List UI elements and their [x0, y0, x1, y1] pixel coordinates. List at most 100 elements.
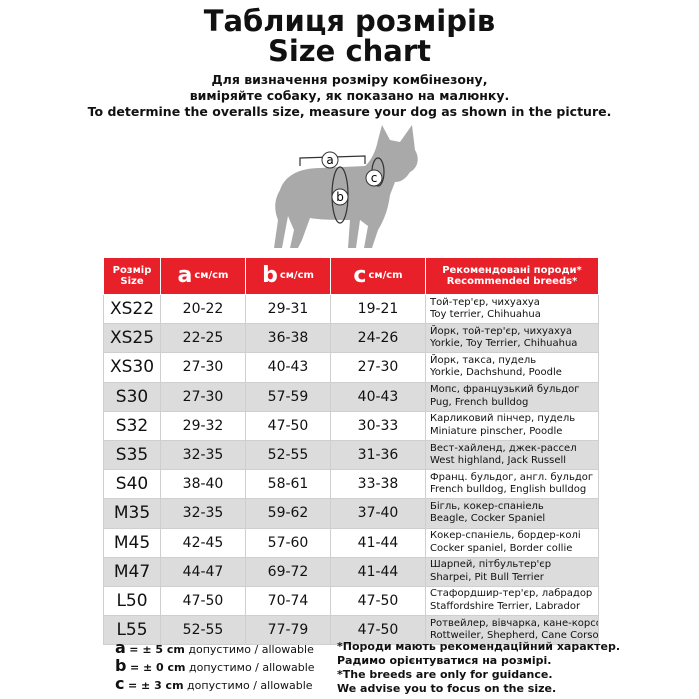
header-text: Size	[120, 276, 144, 287]
breed-text: Йорк, такса, пудель	[430, 354, 537, 366]
dog-diagram: a b c	[274, 125, 418, 248]
breed-text: Шарпей, пітбультер'єр	[430, 559, 552, 571]
size-cell: S32	[103, 410, 161, 441]
measure-cell: 52-55	[160, 615, 246, 646]
subtitle: To determine the overalls size, measure …	[87, 104, 612, 119]
measure-cell: 42-45	[160, 527, 246, 558]
subtitle: Для визначення розміру комбінезону,	[211, 72, 488, 87]
measure-cell: 57-60	[245, 527, 331, 558]
tolerance-note: допустимо / allowable	[187, 679, 313, 692]
size-table: Розмір Size a см/cm b см/cm c см/cm Рекомендован…	[103, 257, 599, 646]
tolerance-note: допустимо / allowable	[188, 643, 314, 656]
title: Таблиця розмірів	[203, 4, 496, 38]
column-header: c см/cm	[330, 257, 426, 295]
measure-cell: 47-50	[330, 615, 426, 646]
table-row: M35 32-35 59-62 37-40 Бігль, кокер-спаніель B…	[103, 498, 599, 529]
measure-cell: 77-79	[245, 615, 331, 646]
size-cell: XS25	[103, 323, 161, 354]
label-circle	[365, 169, 383, 187]
measure-cell: 22-25	[160, 323, 246, 354]
subtitle: виміряйте собаку, як показано на малюнку…	[189, 88, 510, 103]
table-row: S30 27-30 57-59 40-43 Мопс, французький буль…	[103, 381, 599, 412]
table-row: XS25 22-25 36-38 24-26 Йорк, той-тер'єр, чих…	[103, 323, 599, 354]
breeds-cell: Мопс, французький бульдог Pug, French bul…	[425, 381, 599, 412]
tolerance-range: = ± 5 cm	[129, 643, 185, 656]
footnote: Радимо орієнтуватися на розмірі.	[337, 654, 552, 667]
measure-cell: 44-47	[160, 556, 246, 587]
breed-text: Мопс, французький бульдог	[430, 384, 580, 396]
header-row: Розмір Size a см/cm b см/cm c см/cm Рекомендован…	[103, 257, 599, 295]
diagram-label: a	[326, 153, 333, 167]
size-cell: S35	[103, 439, 161, 471]
measure-cell: 29-31	[245, 293, 331, 325]
breeds-cell: Йорк, той-тер'єр, чихуахуа Yorkie, Toy Te…	[425, 323, 599, 354]
column-header: Рекомендовані породи* Recommended breeds*	[425, 257, 599, 295]
breed-text: Вест-хайленд, джек-рассел	[430, 442, 577, 454]
table-row: S40 38-40 58-61 33-38 Франц. бульдог, англ. …	[103, 469, 599, 500]
header-text: Розмір	[112, 265, 152, 276]
header-letter: a	[177, 263, 193, 289]
breeds-cell: Вест-хайленд, джек-рассел West highland, …	[425, 439, 599, 471]
header-text: Recommended breeds*	[446, 276, 578, 287]
footnote: *The breeds are only for guidance.	[337, 668, 553, 681]
title: Size chart	[267, 34, 432, 68]
table-row: L55 52-55 77-79 47-50 Ротвейлер, вівчарка, к…	[103, 615, 599, 646]
measure-cell: 36-38	[245, 323, 331, 354]
header-letter: c	[353, 263, 367, 289]
breed-text: Beagle, Cocker Spaniel	[430, 513, 546, 525]
diagram-label: c	[371, 171, 378, 185]
size-cell: L55	[103, 615, 161, 646]
breed-text: Бігль, кокер-спаніель	[430, 500, 544, 512]
tolerance-line: c = ± 3 cm допустимо / allowable	[115, 674, 313, 693]
measure-cell: 24-26	[330, 323, 426, 354]
breed-text: Ротвейлер, вівчарка, кане-корсо	[430, 617, 599, 629]
dog-silhouette	[274, 125, 418, 248]
table-row: L50 47-50 70-74 47-50 Стафордшир-тер'єр, лаб…	[103, 585, 599, 617]
measure-cell: 33-38	[330, 469, 426, 500]
measure-cell: 32-35	[160, 439, 246, 471]
breed-text: Rottweiler, Shepherd, Cane Corso	[430, 630, 599, 642]
table-row: XS30 27-30 40-43 27-30 Йорк, такса, пудель Yo…	[103, 352, 599, 383]
breeds-cell: Франц. бульдог, англ. бульдог French bull…	[425, 469, 599, 500]
breed-text: Той-тер'єр, чихуахуа	[430, 296, 540, 308]
measure-cell: 69-72	[245, 556, 331, 587]
measure-cell: 58-61	[245, 469, 331, 500]
breed-text: Pug, French bulldog	[430, 396, 529, 408]
tolerance-line: a = ± 5 cm допустимо / allowable	[115, 638, 314, 657]
breeds-cell: Бігль, кокер-спаніель Beagle, Cocker Span…	[425, 498, 599, 529]
measure-cell: 47-50	[160, 585, 246, 617]
size-cell: M47	[103, 556, 161, 587]
breed-text: Staffordshire Terrier, Labrador	[430, 600, 581, 612]
table-row: M45 42-45 57-60 41-44 Кокер-спаніель, бордер…	[103, 527, 599, 558]
breed-text: West highland, Jack Russell	[430, 455, 567, 467]
header-text: Рекомендовані породи*	[442, 265, 582, 276]
measure-cell: 37-40	[330, 498, 426, 529]
header-unit: см/cm	[194, 270, 229, 282]
measure-cell: 27-30	[330, 352, 426, 383]
breed-text: Франц. бульдог, англ. бульдог	[430, 471, 594, 483]
measure-cell: 19-21	[330, 293, 426, 325]
breed-text: Sharpei, Pit Bull Terrier	[430, 571, 544, 583]
footnote: *Породи мають рекомендаційний характер.	[337, 640, 620, 653]
breeds-cell: Шарпей, пітбультер'єр Sharpei, Pit Bull T…	[425, 556, 599, 587]
size-cell: M35	[103, 498, 161, 529]
size-cell: XS22	[103, 293, 161, 325]
measure-cell: 30-33	[330, 410, 426, 441]
footnote: We advise you to focus on the size.	[337, 682, 557, 695]
measure-cell: 20-22	[160, 293, 246, 325]
breed-text: Йорк, той-тер'єр, чихуахуа	[430, 325, 572, 337]
breed-text: French bulldog, English bulldog	[430, 484, 587, 496]
breed-text: Стафордшир-тер'єр, лабрадор	[430, 588, 593, 600]
measure-cell: 47-50	[330, 585, 426, 617]
label-circle	[321, 151, 339, 169]
tolerance-letter: c	[115, 674, 125, 693]
breeds-cell: Той-тер'єр, чихуахуа Toy terrier, Chihuah…	[425, 293, 599, 325]
breeds-cell: Карликовий пінчер, пудель Miniature pinsc…	[425, 410, 599, 441]
breed-text: Toy terrier, Chihuahua	[430, 309, 541, 321]
measure-cell: 41-44	[330, 527, 426, 558]
tolerance-letter: a	[115, 638, 126, 657]
tolerance-letter: b	[115, 656, 127, 675]
breed-text: Кокер-спаніель, бордер-колі	[430, 530, 581, 542]
